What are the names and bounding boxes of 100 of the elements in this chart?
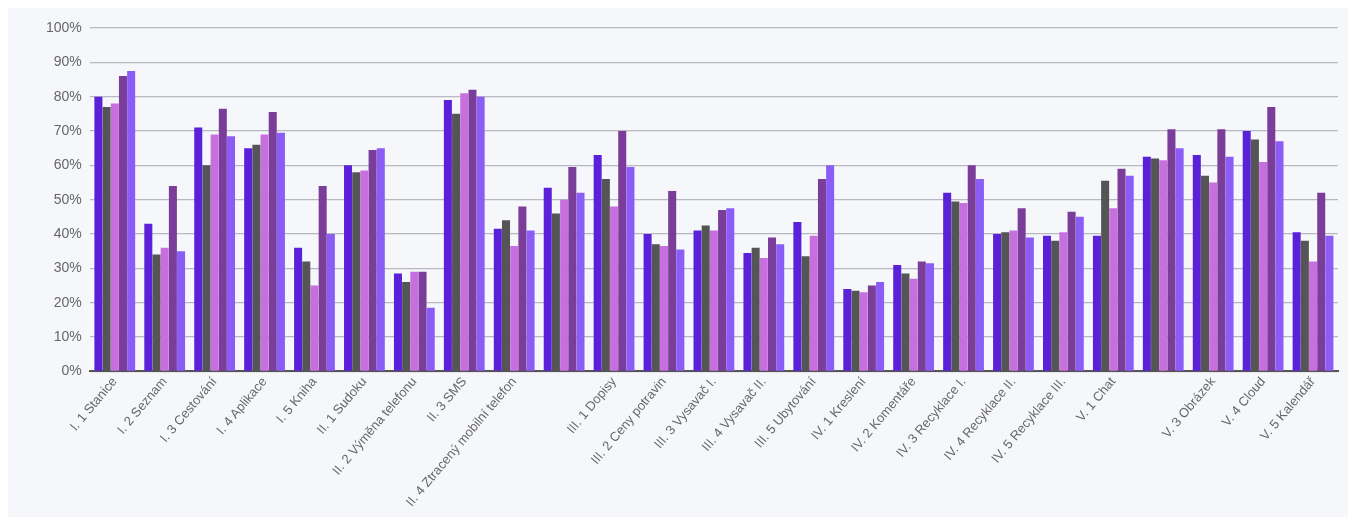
bar — [376, 148, 385, 371]
y-tick-label: 60% — [53, 156, 82, 173]
bar — [1159, 160, 1168, 371]
bar — [1209, 182, 1218, 371]
bar — [826, 165, 835, 371]
bar — [1225, 156, 1234, 371]
bar — [843, 288, 852, 371]
bar — [1325, 235, 1334, 371]
bar — [867, 285, 876, 371]
bar — [809, 235, 818, 371]
bar — [1017, 208, 1026, 371]
bar — [709, 230, 718, 371]
bar — [468, 89, 477, 371]
bar — [318, 185, 327, 371]
bar — [510, 246, 519, 371]
bar — [975, 179, 984, 371]
bar — [310, 285, 319, 371]
bar — [1292, 232, 1301, 371]
bar — [218, 108, 227, 371]
bar — [294, 247, 303, 371]
bar — [1125, 175, 1134, 371]
bar — [476, 96, 485, 371]
bar — [1167, 129, 1176, 371]
bar — [1067, 211, 1076, 371]
bar — [127, 70, 136, 371]
bar — [443, 100, 452, 371]
bar — [144, 223, 153, 371]
bar — [1259, 161, 1268, 371]
bar — [610, 206, 619, 371]
bar — [210, 134, 219, 371]
bar — [268, 112, 277, 371]
bar — [668, 191, 677, 371]
bar — [893, 264, 902, 371]
bar — [326, 233, 335, 371]
y-tick-label: 80% — [53, 87, 82, 104]
y-tick-label: 100% — [45, 18, 82, 35]
bar — [1217, 129, 1226, 371]
bar — [993, 233, 1002, 371]
bar — [344, 165, 353, 371]
bar — [368, 149, 377, 371]
bar — [776, 244, 785, 371]
bar — [1275, 141, 1284, 371]
bar — [493, 228, 502, 371]
y-tick-label: 50% — [53, 190, 82, 207]
bar — [410, 271, 419, 371]
bar — [1317, 192, 1326, 371]
bar — [560, 199, 569, 371]
y-tick-label: 90% — [53, 53, 82, 70]
bar — [909, 278, 918, 371]
bar — [194, 127, 203, 371]
bar — [1192, 155, 1201, 371]
bar — [925, 263, 934, 371]
bar — [743, 252, 752, 371]
bar — [1009, 230, 1018, 371]
bar — [426, 307, 435, 371]
bar — [1142, 156, 1151, 371]
bar — [168, 185, 177, 371]
bar — [543, 187, 552, 371]
bar — [768, 237, 777, 371]
bar — [518, 206, 527, 371]
bar — [1092, 235, 1101, 371]
bar — [917, 261, 926, 371]
bar — [593, 155, 602, 371]
bar — [1175, 148, 1184, 371]
bar — [876, 282, 885, 371]
bar — [576, 192, 585, 371]
bar — [1043, 235, 1052, 371]
bar — [360, 170, 369, 371]
bar — [260, 134, 269, 371]
y-tick-label: 40% — [53, 224, 82, 241]
y-tick-label: 70% — [53, 121, 82, 138]
bar — [1025, 237, 1034, 371]
bar — [118, 76, 127, 371]
bar — [817, 179, 826, 371]
bar — [643, 233, 652, 371]
bar — [460, 93, 469, 371]
bar — [1059, 232, 1068, 371]
bar — [1117, 168, 1126, 371]
bar — [226, 136, 236, 371]
y-tick-label: 10% — [53, 327, 82, 344]
bar — [943, 192, 952, 371]
bar — [626, 167, 635, 371]
bar — [959, 203, 968, 371]
bar — [276, 132, 285, 371]
bar — [160, 247, 169, 371]
bar — [1242, 131, 1251, 371]
bar — [418, 271, 427, 371]
bar — [693, 230, 702, 371]
bar — [94, 96, 103, 371]
bar — [244, 148, 253, 371]
bar — [1267, 106, 1276, 371]
bar — [618, 131, 627, 371]
bar — [1075, 216, 1084, 371]
bar — [859, 292, 868, 371]
bar — [393, 273, 402, 371]
y-tick-label: 30% — [53, 259, 82, 276]
bar — [793, 221, 802, 371]
bar — [659, 246, 668, 371]
bar — [177, 251, 186, 371]
bar — [110, 103, 119, 371]
